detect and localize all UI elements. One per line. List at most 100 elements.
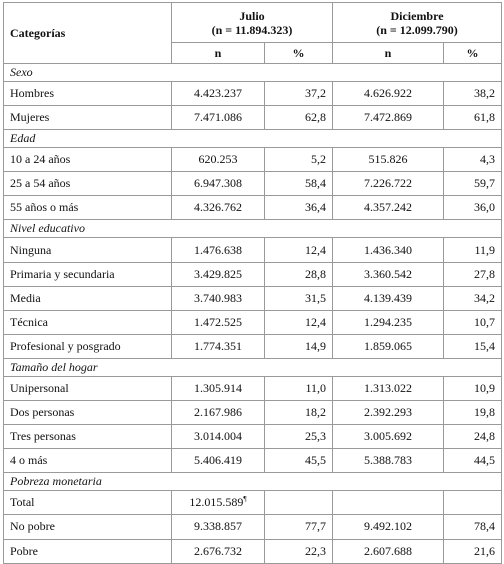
table-row: Hombres 4.423.237 37,2 4.626.922 38,2 [3, 80, 502, 107]
section-row: Nivel educativo [3, 219, 502, 239]
diciembre-n-cell: 2.607.688 [332, 538, 444, 564]
diciembre-pct-cell: 59,7 [443, 171, 502, 197]
row-label: Ninguna [3, 237, 172, 263]
julio-pct-cell: 22,3 [264, 538, 333, 564]
diciembre-n-cell: 3.360.542 [332, 261, 444, 287]
table-row: Pobre 2.676.732 22,3 2.607.688 21,6 [3, 538, 502, 564]
julio-pct-cell: 36,4 [264, 195, 333, 221]
section-row: Sexo [3, 63, 502, 82]
julio-n-cell: 1.476.638 [171, 237, 265, 263]
diciembre-n-cell [332, 490, 444, 516]
diciembre-n-cell: 4.626.922 [332, 80, 444, 107]
table-row: Media 3.740.983 31,5 4.139.439 34,2 [3, 285, 502, 311]
header-julio-n-col: n [171, 42, 265, 64]
julio-pct-cell: 31,5 [264, 285, 333, 311]
table-header: Categorías Julio (n = 11.894.323) Diciem… [3, 2, 502, 64]
julio-n-cell: 6.947.308 [171, 171, 265, 197]
diciembre-pct-cell: 19,8 [443, 400, 502, 426]
diciembre-pct-cell: 10,9 [443, 375, 502, 402]
julio-n-cell: 3.740.983 [171, 285, 265, 311]
header-diciembre-n-col: n [332, 42, 444, 64]
julio-n-cell: 1.774.351 [171, 333, 265, 359]
julio-pct-cell [264, 490, 333, 516]
julio-n-value: 1.305.914 [194, 380, 242, 395]
table-row: Unipersonal 1.305.914 11,0 1.313.022 10,9 [3, 375, 502, 402]
julio-n-value: 620.253 [198, 152, 238, 167]
row-label: Técnica [3, 309, 172, 335]
julio-n-value: 6.947.308 [194, 176, 242, 191]
header-julio: Julio (n = 11.894.323) [171, 2, 333, 43]
julio-pct-cell: 62,8 [264, 105, 333, 131]
julio-pct-cell: 14,9 [264, 333, 333, 359]
row-label: Media [3, 285, 172, 311]
julio-n-cell: 2.167.986 [171, 400, 265, 426]
diciembre-pct-cell: 11,9 [443, 237, 502, 263]
julio-n-value: 3.014.004 [194, 429, 242, 444]
diciembre-pct-cell: 44,5 [443, 448, 502, 474]
julio-n-cell: 9.338.857 [171, 514, 265, 540]
diciembre-n-cell: 1.436.340 [332, 237, 444, 263]
table-row: Mujeres 7.471.086 62,8 7.472.869 61,8 [3, 105, 502, 131]
diciembre-pct-cell [443, 490, 502, 516]
julio-pct-cell: 77,7 [264, 514, 333, 540]
julio-pct-cell: 37,2 [264, 80, 333, 107]
diciembre-pct-cell: 4,3 [443, 147, 502, 173]
row-label: 55 años o más [3, 195, 172, 221]
row-label: Pobre [3, 538, 172, 564]
julio-n-value: 12.015.589 [189, 495, 244, 510]
section-row: Tamaño del hogar [3, 357, 502, 377]
header-julio-pct-col: % [264, 42, 333, 64]
julio-pct-cell: 12,4 [264, 237, 333, 263]
julio-n-cell: 4.326.762 [171, 195, 265, 221]
table-row: Tres personas 3.014.004 25,3 3.005.692 24,8 [3, 424, 502, 450]
diciembre-n-cell: 3.005.692 [332, 424, 444, 450]
julio-n-value: 4.326.762 [194, 200, 242, 215]
julio-n-cell: 1.472.525 [171, 309, 265, 335]
julio-n-value: 1.472.525 [194, 314, 242, 329]
header-julio-title: Julio [239, 8, 265, 23]
julio-n-cell: 5.406.419 [171, 448, 265, 474]
diciembre-pct-cell: 38,2 [443, 80, 502, 107]
table-container: Categorías Julio (n = 11.894.323) Diciem… [3, 2, 502, 564]
julio-n-value: 3.740.983 [194, 290, 242, 305]
table-row: Primaria y secundaria 3.429.825 28,8 3.360.… [3, 261, 502, 287]
header-julio-n: (n = 11.894.323) [211, 22, 293, 37]
section-row: Pobreza monetaria [3, 472, 502, 492]
julio-pct-cell: 45,5 [264, 448, 333, 474]
julio-n-value: 5.406.419 [194, 453, 242, 468]
julio-pct-cell: 12,4 [264, 309, 333, 335]
julio-n-value: 1.476.638 [194, 242, 242, 257]
diciembre-n-cell: 4.357.242 [332, 195, 444, 221]
header-diciembre-n: (n = 12.099.790) [376, 22, 458, 37]
diciembre-pct-cell: 21,6 [443, 538, 502, 564]
diciembre-n-cell: 2.392.293 [332, 400, 444, 426]
julio-n-value: 1.774.351 [194, 338, 242, 353]
diciembre-n-cell: 1.313.022 [332, 375, 444, 402]
row-label: Primaria y secundaria [3, 261, 172, 287]
row-label: Tres personas [3, 424, 172, 450]
table-row: No pobre 9.338.857 77,7 9.492.102 78,4 [3, 514, 502, 540]
julio-pct-cell: 58,4 [264, 171, 333, 197]
julio-n-cell: 620.253 [171, 147, 265, 173]
julio-n-cell: 7.471.086 [171, 105, 265, 131]
julio-n-cell: 2.676.732 [171, 538, 265, 564]
julio-n-value: 9.338.857 [194, 519, 242, 534]
diciembre-pct-cell: 10,7 [443, 309, 502, 335]
diciembre-n-cell: 5.388.783 [332, 448, 444, 474]
diciembre-pct-cell: 24,8 [443, 424, 502, 450]
julio-pct-cell: 5,2 [264, 147, 333, 173]
diciembre-n-cell: 515.826 [332, 147, 444, 173]
row-label: 25 a 54 años [3, 171, 172, 197]
row-label: Dos personas [3, 400, 172, 426]
table-row: 4 o más 5.406.419 45,5 5.388.783 44,5 [3, 448, 502, 474]
diciembre-pct-cell: 36,0 [443, 195, 502, 221]
julio-n-value: 3.429.825 [194, 266, 242, 281]
diciembre-n-cell: 9.492.102 [332, 514, 444, 540]
julio-pct-cell: 25,3 [264, 424, 333, 450]
diciembre-pct-cell: 15,4 [443, 333, 502, 359]
header-diciembre-pct-col: % [443, 42, 502, 64]
row-label: Mujeres [3, 105, 172, 131]
row-label: No pobre [3, 514, 172, 540]
julio-n-cell: 1.305.914 [171, 375, 265, 402]
diciembre-n-cell: 1.859.065 [332, 333, 444, 359]
